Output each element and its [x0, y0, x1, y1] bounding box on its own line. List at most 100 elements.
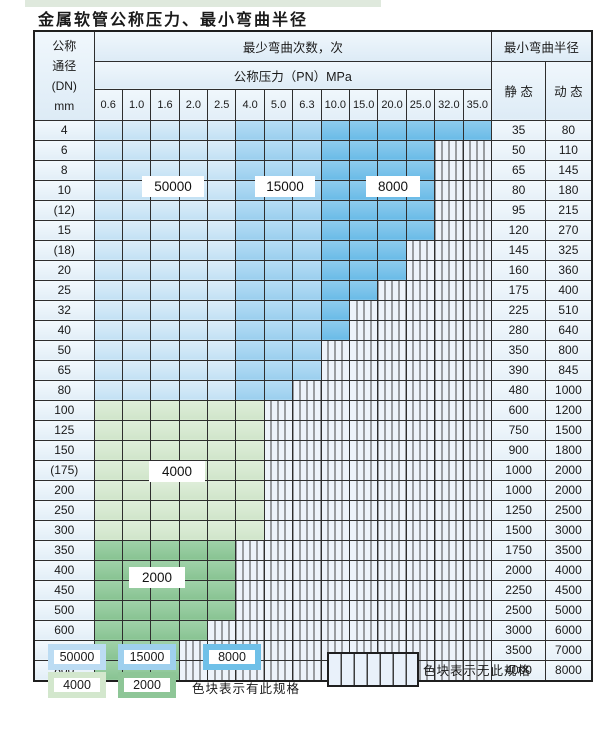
table-row-dn-6: 6 50 110 [33, 139, 593, 161]
spec-available-cell [93, 379, 123, 401]
spec-unavailable-cell [377, 619, 407, 641]
spec-unavailable-cell [377, 559, 407, 581]
spec-available-cell [263, 319, 294, 341]
spec-unavailable-cell [263, 439, 294, 461]
spec-unavailable-cell [462, 159, 493, 181]
spec-unavailable-cell [405, 579, 436, 601]
spec-available-cell [207, 339, 237, 361]
spec-unavailable-cell [377, 299, 407, 321]
dynamic-radius-cell: 3000 [545, 519, 593, 541]
spec-unavailable-cell [320, 579, 351, 601]
spec-available-cell [235, 339, 265, 361]
dynamic-radius-cell: 400 [545, 279, 593, 301]
table-row-dn-500: 500 2500 5000 [33, 599, 593, 621]
spec-available-cell [178, 399, 209, 421]
spec-unavailable-cell [349, 559, 379, 581]
table-row-dn-40: 40 280 640 [33, 319, 593, 341]
spec-unavailable-cell [320, 419, 351, 441]
spec-available-cell [207, 239, 237, 261]
spec-unavailable-cell [434, 239, 464, 261]
spec-unavailable-cell [405, 479, 436, 501]
spec-unavailable-cell [434, 399, 464, 421]
pressure-value-cell: 35.0 [462, 88, 493, 121]
dn-cell: 50 [33, 339, 95, 361]
spec-available-cell [178, 199, 209, 221]
static-radius-cell: 145 [491, 239, 547, 261]
spec-available-cell [377, 119, 407, 141]
spec-unavailable-cell [320, 379, 351, 401]
spec-available-cell [292, 199, 322, 221]
spec-table: 公称 通径 (DN) mm 最少弯曲次数，次 最小弯曲半径 公称压力（PN）MPa 静… [33, 30, 593, 682]
spec-available-cell [292, 359, 322, 381]
spec-available-cell [320, 279, 351, 301]
spec-available-cell [178, 359, 209, 381]
table-row-dn-50: 50 350 800 [33, 339, 593, 361]
spec-available-cell [349, 259, 379, 281]
spec-available-cell [235, 159, 265, 181]
spec-available-cell [93, 359, 123, 381]
spec-unavailable-cell [292, 439, 322, 461]
spec-unavailable-cell [349, 319, 379, 341]
spec-available-cell [178, 379, 209, 401]
spec-unavailable-cell [263, 499, 294, 521]
legend-chip-2000: 2000 [118, 672, 176, 698]
spec-available-cell [235, 139, 265, 161]
spec-unavailable-cell [377, 579, 407, 601]
table-row-dn-200: 200 1000 2000 [33, 479, 593, 501]
spec-unavailable-cell [462, 339, 493, 361]
spec-available-cell [405, 219, 436, 241]
pressure-value-cell: 5.0 [263, 88, 294, 121]
spec-available-cell [207, 159, 237, 181]
spec-available-cell [292, 219, 322, 241]
dn-cell: 250 [33, 499, 95, 521]
pressure-value-cell: 20.0 [377, 88, 407, 121]
dynamic-radius-cell: 800 [545, 339, 593, 361]
dn-cell: 125 [33, 419, 95, 441]
spec-unavailable-cell [349, 439, 379, 461]
dn-cell: 4 [33, 119, 95, 141]
spec-available-cell [150, 239, 180, 261]
static-radius-cell: 600 [491, 399, 547, 421]
dynamic-radius-cell: 360 [545, 259, 593, 281]
static-radius-cell: 50 [491, 139, 547, 161]
spec-unavailable-cell [405, 459, 436, 481]
spec-available-cell [93, 199, 123, 221]
spec-available-cell [121, 239, 152, 261]
table-row-dn-400: 400 2000 4000 [33, 559, 593, 581]
spec-unavailable-cell [462, 559, 493, 581]
pressure-value-cell: 32.0 [434, 88, 464, 121]
spec-available-cell [349, 199, 379, 221]
spec-available-cell [121, 139, 152, 161]
spec-available-cell [178, 299, 209, 321]
spec-unavailable-cell [292, 479, 322, 501]
cycle-count-label: 4000 [149, 461, 205, 482]
spec-unavailable-cell [462, 139, 493, 161]
spec-available-cell [292, 339, 322, 361]
spec-available-cell [292, 259, 322, 281]
spec-unavailable-cell [349, 499, 379, 521]
spec-available-cell [235, 299, 265, 321]
spec-available-cell [150, 299, 180, 321]
spec-available-cell [93, 519, 123, 541]
spec-unavailable-cell [405, 559, 436, 581]
table-row-dn-65: 65 390 845 [33, 359, 593, 381]
spec-available-cell [121, 399, 152, 421]
table-row-dn-8: 8 65 145 [33, 159, 593, 181]
dynamic-radius-cell: 145 [545, 159, 593, 181]
spec-unavailable-cell [320, 499, 351, 521]
spec-available-cell [235, 219, 265, 241]
static-radius-cell: 280 [491, 319, 547, 341]
spec-available-cell [405, 199, 436, 221]
spec-unavailable-cell [405, 519, 436, 541]
dynamic-radius-cell: 3500 [545, 539, 593, 561]
spec-available-cell [235, 239, 265, 261]
spec-available-cell [235, 359, 265, 381]
dn-header-line: 公称 [52, 38, 77, 53]
spec-unavailable-cell [405, 299, 436, 321]
pressure-value-cell: 1.6 [150, 88, 180, 121]
spec-available-cell [235, 279, 265, 301]
spec-unavailable-cell [377, 539, 407, 561]
spec-available-cell [93, 159, 123, 181]
spec-unavailable-cell [377, 599, 407, 621]
